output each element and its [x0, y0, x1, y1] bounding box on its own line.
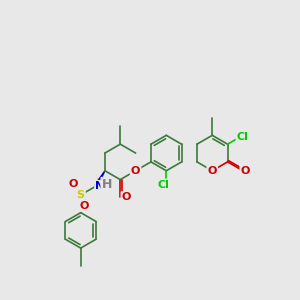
Text: O: O — [122, 192, 131, 202]
Text: O: O — [208, 166, 217, 176]
Text: O: O — [241, 166, 250, 176]
Text: H: H — [102, 178, 112, 191]
Text: Cl: Cl — [237, 132, 249, 142]
Text: S: S — [77, 190, 85, 200]
Text: N: N — [95, 181, 104, 191]
Text: O: O — [79, 201, 88, 211]
Polygon shape — [95, 171, 105, 187]
Text: Cl: Cl — [157, 180, 169, 190]
Text: O: O — [68, 179, 78, 189]
Text: O: O — [131, 166, 140, 176]
